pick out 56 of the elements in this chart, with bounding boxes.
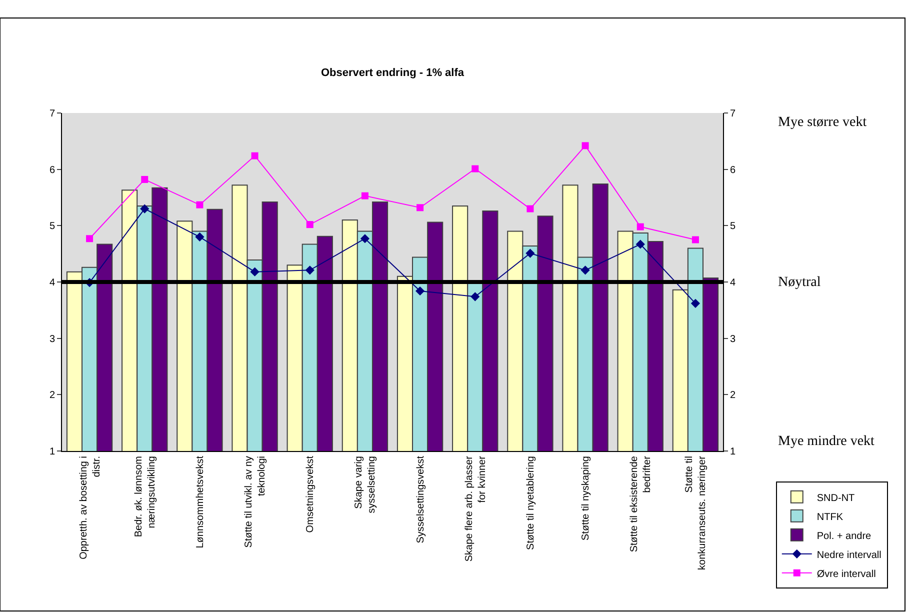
y-tick-label: 4: [49, 278, 56, 288]
y-tick-label: 6: [49, 164, 56, 176]
point: [415, 286, 425, 296]
y2-tick-label: 6: [730, 164, 736, 176]
x-tick-label: Oppretth. av bosetting i distr.: [78, 456, 102, 560]
point: [195, 232, 204, 242]
point: [361, 192, 368, 200]
x-tick-label: Lønnsommhetsvekst: [194, 456, 206, 548]
x-tick-label: Støtte til eksisterende bedrifter: [629, 455, 654, 552]
point: [692, 236, 699, 244]
x-tick-label: Omsetningsvekst: [305, 456, 316, 533]
y2-tick-label: 5: [730, 221, 736, 232]
legend-label: Nedre intervall: [816, 550, 882, 561]
x-tick-label: Støtte til nyetablering: [525, 456, 536, 550]
y-tick-label: 3: [49, 334, 56, 345]
point: [636, 223, 644, 230]
x-tick-label: Sysselsettingsvekst: [415, 456, 426, 544]
point: [470, 292, 480, 302]
y-tick-label: 7: [49, 108, 56, 120]
point: [141, 176, 148, 183]
y2-tick-label: 7: [730, 108, 736, 120]
point: [690, 298, 700, 308]
point: [251, 152, 258, 160]
point: [305, 266, 314, 275]
legend-label: Øvre intervall: [816, 568, 876, 580]
y-tick-label: 5: [49, 221, 56, 232]
point: [140, 204, 150, 214]
legend-label: Pol. + andre: [816, 530, 872, 542]
point: [360, 234, 370, 244]
point: [582, 142, 589, 150]
x-tick-label: Skape flere arb. plasser for kvinner: [464, 455, 488, 562]
x-tick-label: Støtte til nyskaping: [580, 456, 592, 540]
point: [86, 235, 94, 242]
point: [250, 267, 260, 276]
point: [416, 204, 424, 212]
y2-tick-label: 2: [730, 390, 736, 402]
text: Mye større vekt: [778, 115, 867, 130]
y2-tick-label: 1: [730, 446, 736, 458]
x-tick-label: Skape varig sysselsetting: [354, 456, 378, 514]
text: Nøytral: [778, 275, 821, 290]
y2-tick-label: 4: [730, 278, 736, 288]
point: [306, 221, 314, 228]
point: [580, 266, 590, 275]
point: [472, 165, 479, 172]
point: [526, 248, 535, 258]
y-tick-label: 2: [49, 390, 56, 402]
point: [636, 240, 645, 249]
y2-tick-label: 3: [730, 334, 736, 345]
chart-title: Observert endring - 1% alfa: [320, 66, 465, 79]
text: Mye mindre vekt: [778, 434, 875, 449]
x-tick-label: Støtte til utvikl. av ny teknologi: [244, 456, 268, 548]
legend-label: SND-NT: [816, 492, 855, 504]
y-tick-label: 1: [49, 446, 56, 458]
point: [196, 201, 204, 208]
legend-label: NTFK: [816, 512, 844, 523]
point: [526, 205, 534, 212]
